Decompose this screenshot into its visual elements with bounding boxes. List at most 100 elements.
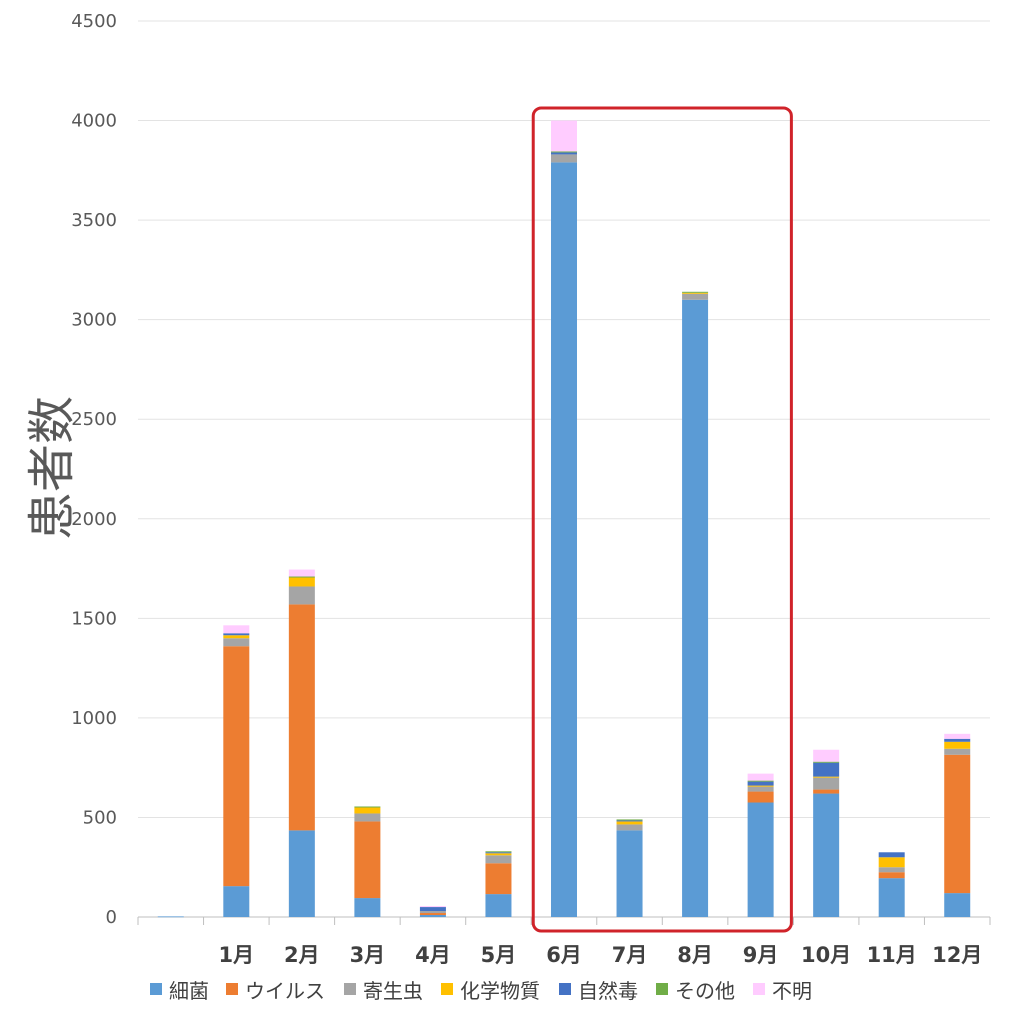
x-tick-label: 1月 [218,943,254,967]
legend-label: 寄生虫 [363,979,423,1003]
bar-segment [682,292,709,294]
highlight-box [531,106,793,933]
legend-swatch [656,983,668,995]
y-tick-label: 2500 [71,409,117,430]
bar-segment [354,898,381,917]
bar-segment [682,291,709,293]
bar-segment [419,913,446,916]
highlight-rectangle [531,106,793,933]
bar-segment [485,894,512,917]
bar-segment [813,761,840,763]
bar-segment [616,830,643,917]
legend: 細菌 ウイルス 寄生虫 化学物質 自然毒 その他 不明 [150,979,812,1003]
legend-label: 自然毒 [578,979,638,1003]
bar-segment [223,886,250,917]
bar-segment [288,569,315,577]
bars [157,120,971,918]
bar-segment [419,906,446,908]
y-tick-label: 3000 [71,310,117,331]
y-tick-label: 1500 [71,608,117,629]
bar-segment [878,852,905,858]
bar-segment [616,821,643,825]
bar-segment [944,893,971,917]
legend-swatch [344,983,356,995]
legend-swatch [559,983,571,995]
bar-segment [419,911,446,914]
bar-segment [747,781,774,786]
x-tick-label: 3月 [350,943,386,967]
y-tick-label: 1000 [71,708,117,729]
y-axis-ticks: 0 500 1000 1500 2000 2500 3000 3500 4000 4500 [71,11,117,928]
bar-segment [682,299,709,917]
bar-segment [288,577,315,587]
bar-segment [944,738,971,742]
bar-segment [813,789,840,794]
bar-segment [288,586,315,605]
bar-segment [485,853,512,856]
bar-segment [157,916,184,918]
bar-segment [551,162,577,917]
bar-segment [944,733,971,739]
x-tick-label: 7月 [612,943,648,967]
x-tick-label: 2月 [284,943,320,967]
bar-segment [944,754,971,894]
bar-segment [223,625,250,634]
x-tick-label: 4月 [415,943,451,967]
bar-segment [354,813,381,822]
bar-segment [878,867,905,873]
y-tick-label: 4500 [71,11,117,32]
bar-segment [288,830,315,917]
legend-label: その他 [675,979,735,1003]
bar-segment [682,293,709,300]
legend-swatch [150,983,162,995]
y-tick-label: 500 [83,807,117,828]
bar-segment [616,819,643,821]
bar-segment [747,786,774,792]
bar-segment [419,907,446,912]
x-tick-label: 9月 [743,943,779,967]
x-axis: 1月 2月 3月 4月 5月 6月 7月 8月 9月 10月 11月 12月 [137,917,991,967]
x-tick-label: 5月 [481,943,517,967]
y-tick-label: 4000 [71,111,117,132]
bar-segment [747,785,774,787]
bar-segment [616,824,643,831]
y-tick-label: 3500 [71,210,117,231]
y-axis-label: 患者数 [24,396,80,540]
x-tick-label: 10月 [801,943,851,967]
bar-segment [813,793,840,917]
bar-segment [485,855,512,864]
bar-segment [354,806,381,808]
legend-label: 不明 [772,979,812,1003]
bar-segment [813,776,840,778]
bar-segment [747,780,774,782]
bar-segment [551,120,577,152]
bar-segment [878,857,905,868]
bar-segment [813,749,840,762]
bar-segment [944,741,971,749]
bar-segment [485,851,512,853]
bar-segment [419,915,446,917]
bar-segment [223,638,250,647]
legend-swatch [441,983,453,995]
bar-segment [747,773,774,781]
x-tick-label: 12月 [932,943,982,967]
y-tick-label: 0 [106,907,117,928]
bar-segment [485,863,512,895]
bar-segment [813,777,840,790]
legend-label: 細菌 [169,979,209,1003]
bar-segment [223,633,250,636]
bar-segment [944,748,971,755]
y-tick-label: 2000 [71,509,117,530]
bar-segment [878,872,905,879]
x-tick-label: 8月 [677,943,713,967]
bar-segment [551,152,577,155]
legend-label: 化学物質 [460,979,540,1003]
bar-segment [747,791,774,803]
legend-swatch [753,983,765,995]
x-tick-label: 6月 [546,943,582,967]
bar-segment [485,852,512,854]
bar-segment [223,635,250,639]
bar-segment [551,154,577,163]
bar-segment [354,807,381,814]
